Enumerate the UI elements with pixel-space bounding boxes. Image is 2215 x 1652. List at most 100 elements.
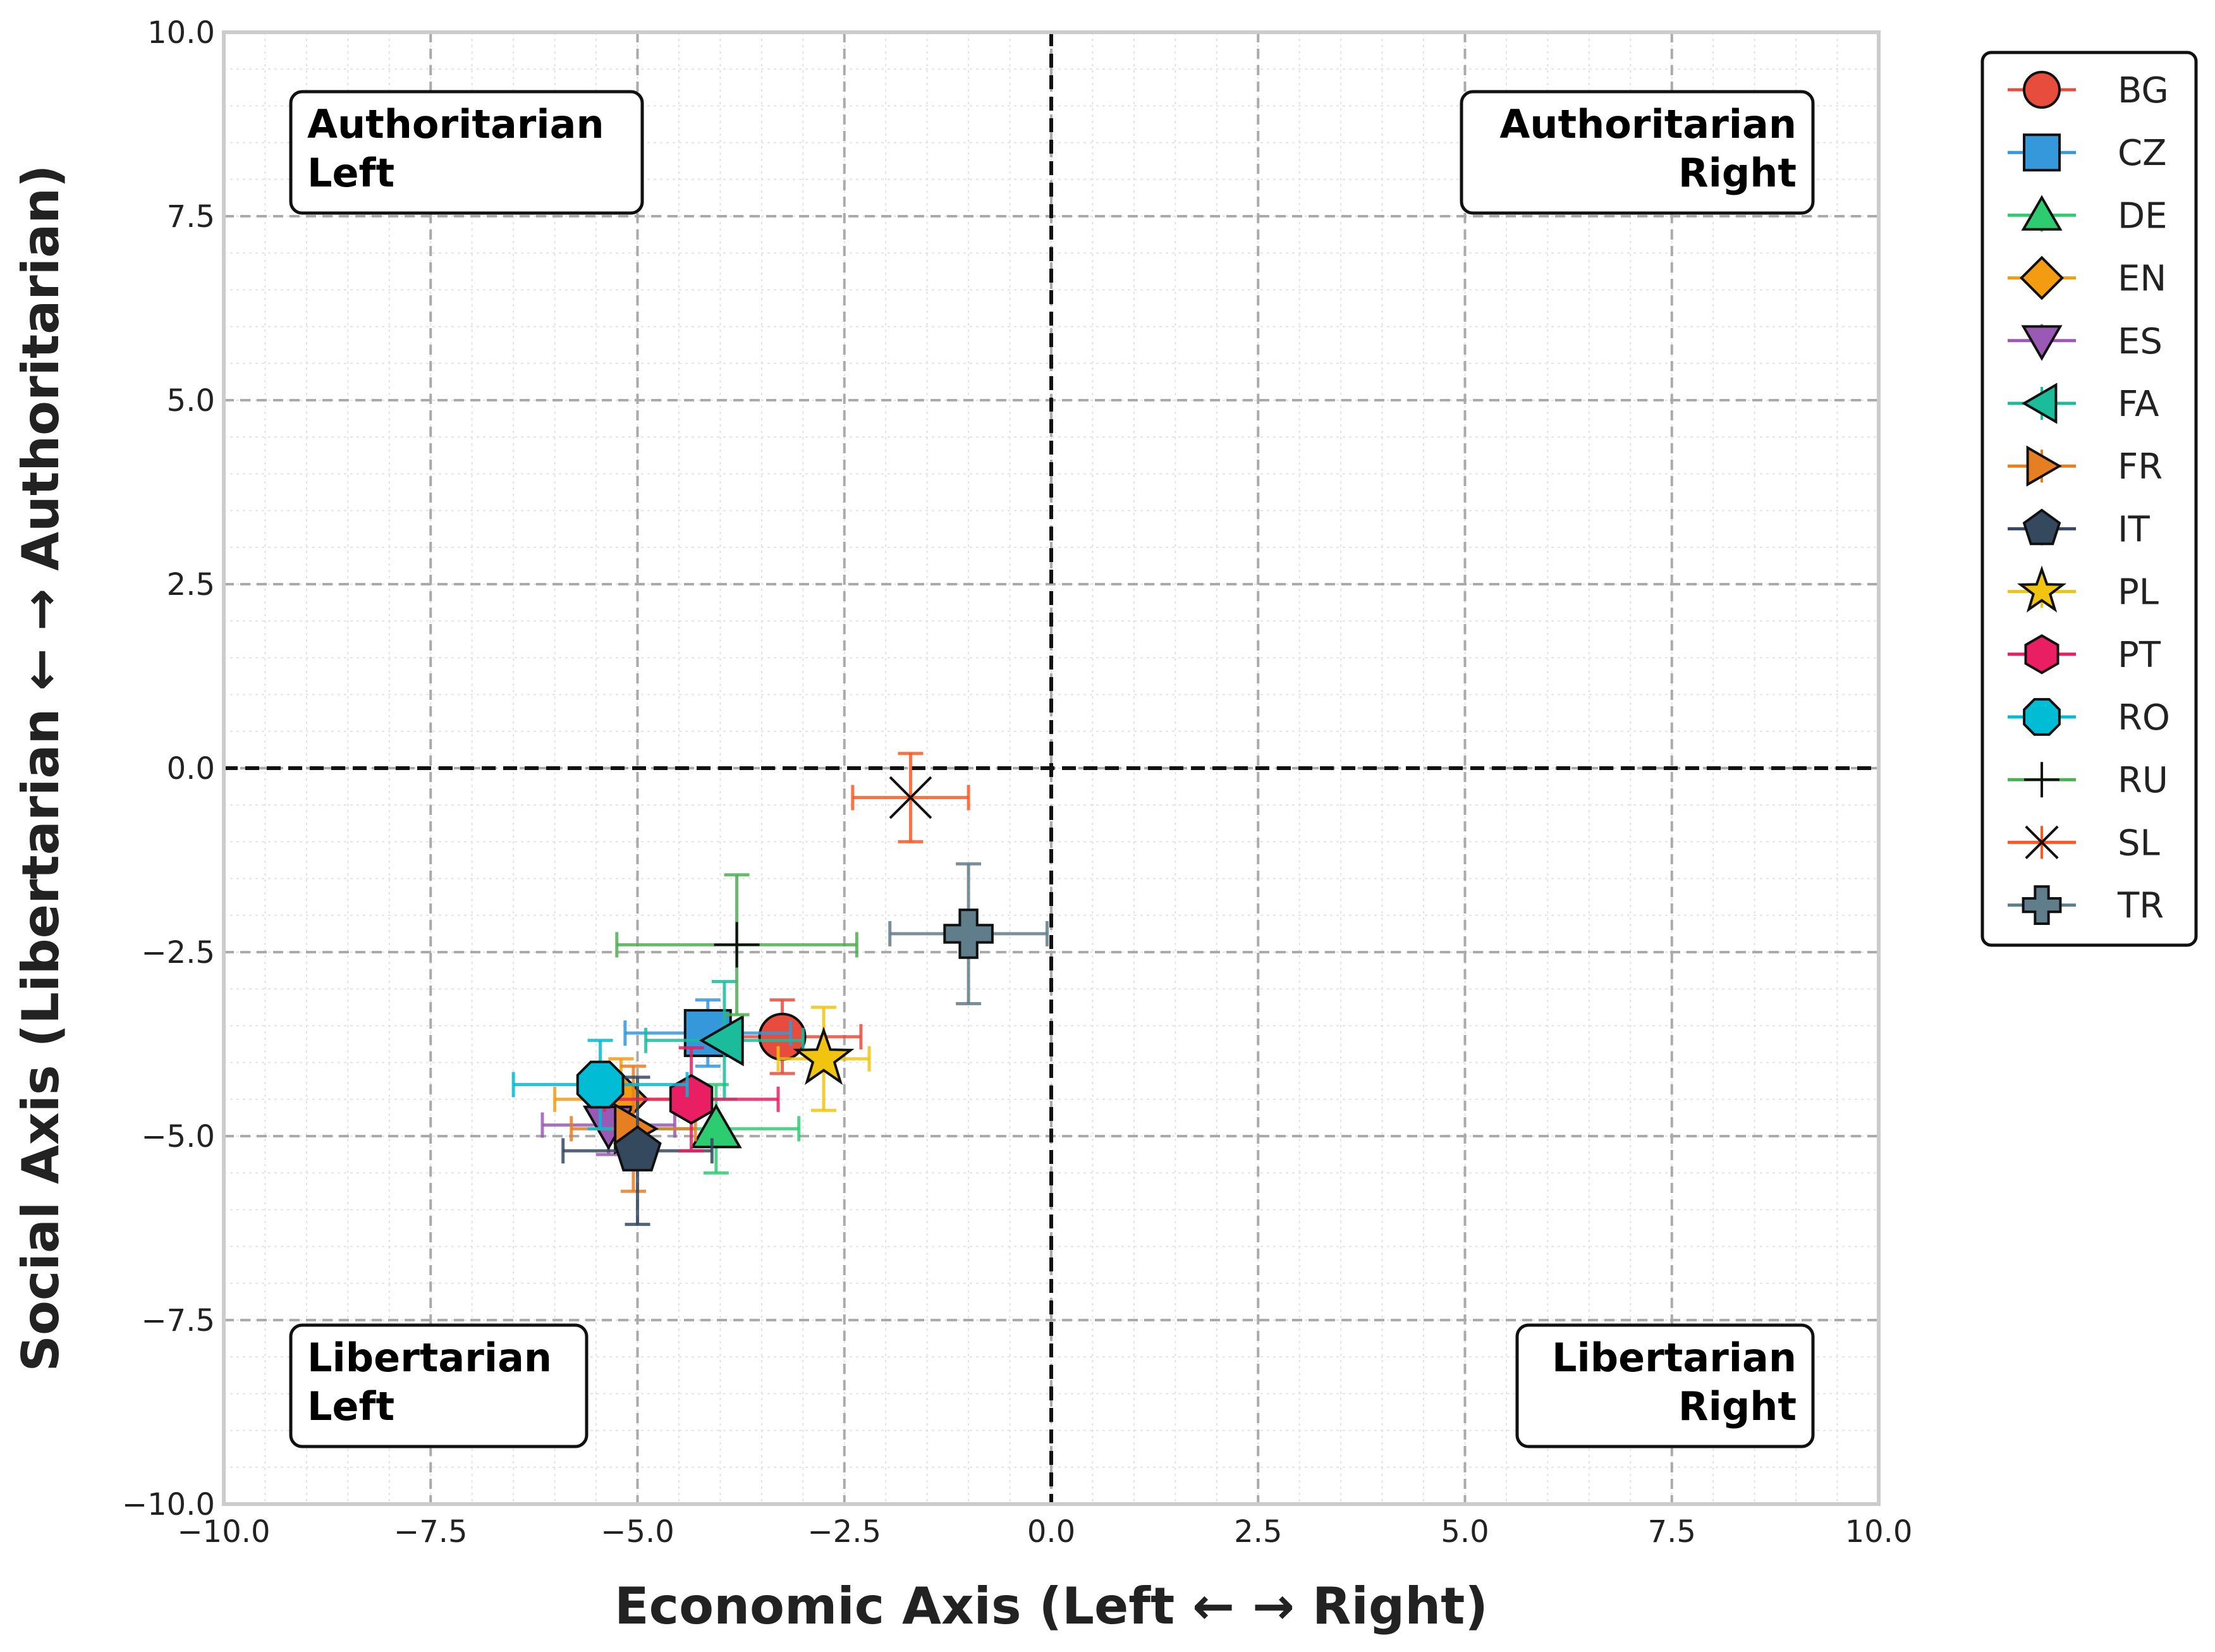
legend-marker <box>2022 382 2058 424</box>
legend-marker <box>2022 508 2061 546</box>
data-point-ru <box>714 922 760 968</box>
legend-marker <box>2024 762 2059 798</box>
legend-label: BG <box>2118 70 2169 111</box>
data-point-it <box>613 1125 662 1172</box>
y-tick-label: −5.0 <box>141 1119 215 1154</box>
y-axis-label: Social Axis (Libertarian ← → Authoritari… <box>11 164 70 1371</box>
legend-marker <box>2023 71 2061 109</box>
legend-marker <box>2021 195 2063 231</box>
legend-item-ru: RU <box>2008 760 2168 801</box>
quadrant-label-box <box>289 1323 589 1448</box>
legend-item-pl: PL <box>2008 565 2159 613</box>
legend-label: PT <box>2118 635 2161 676</box>
data-point-fa <box>699 1014 744 1067</box>
series-ru <box>615 873 858 1017</box>
legend-label: EN <box>2118 259 2166 300</box>
quadrant-label-line: Libertarian <box>307 1335 552 1381</box>
legend-item-fa: FA <box>2008 382 2159 425</box>
legend-label: SL <box>2118 823 2160 864</box>
data-point-tr <box>943 909 994 959</box>
x-tick-label: −7.5 <box>394 1514 468 1550</box>
quadrant-label-line: Authoritarian <box>307 101 604 147</box>
legend-label: RU <box>2118 760 2168 801</box>
x-tick-label: 0.0 <box>1027 1514 1075 1550</box>
x-tick-label: −2.5 <box>807 1514 881 1550</box>
legend-label: TR <box>2117 886 2164 927</box>
series-pl <box>776 1005 871 1112</box>
series-tr <box>888 862 1049 1005</box>
data-point-pt <box>669 1074 714 1125</box>
quadrant-label-line: Left <box>307 150 394 196</box>
y-tick-label: 5.0 <box>167 383 215 419</box>
y-tick-label: −10.0 <box>122 1487 215 1522</box>
legend-item-fr: FR <box>2008 445 2163 487</box>
series-ro <box>511 1039 689 1130</box>
y-tick-labels: −10.0 −7.5 −5.0 −2.5 0.0 2.5 5.0 7.5 10.0 <box>122 15 215 1522</box>
quadrant-label-line: Libertarian <box>1552 1335 1797 1381</box>
legend-item-bg: BG <box>2008 70 2169 111</box>
legend-item-sl: SL <box>2008 823 2160 864</box>
quadrant-labels: AuthoritarianLeftAuthoritarianRightLiber… <box>289 90 1815 1448</box>
x-tick-label: −10.0 <box>177 1514 270 1550</box>
quadrant-label-box <box>1460 90 1815 215</box>
x-axis-label: Economic Axis (Left ← → Right) <box>614 1577 1488 1636</box>
x-tick-label: 10.0 <box>1845 1514 1913 1550</box>
quadrant-label-line: Right <box>1678 1383 1797 1429</box>
legend-marker <box>2025 825 2059 860</box>
x-tick-label: 7.5 <box>1648 1514 1696 1550</box>
zero-lines <box>224 32 1879 1504</box>
plot-frame <box>222 30 1881 1506</box>
x-tick-labels: −10.0 −7.5 −5.0 −2.5 0.0 2.5 5.0 7.5 10.0 <box>177 1514 1912 1550</box>
legend-item-tr: TR <box>2008 885 2164 927</box>
y-tick-label: 2.5 <box>167 567 215 603</box>
y-tick-label: −7.5 <box>141 1303 215 1338</box>
y-tick-label: 0.0 <box>167 751 215 786</box>
legend-item-it: IT <box>2008 508 2151 550</box>
legend-marker <box>2019 255 2065 300</box>
data-point-sl <box>889 776 932 819</box>
y-tick-label: 7.5 <box>167 199 215 235</box>
legend-marker <box>2026 445 2062 487</box>
x-tick-label: 5.0 <box>1441 1514 1489 1550</box>
legend-marker <box>2024 634 2059 675</box>
legend-label: FR <box>2118 446 2163 487</box>
legend-marker <box>2023 133 2061 172</box>
quadrant-label-box <box>1515 1323 1815 1448</box>
series-bg <box>702 998 863 1075</box>
y-tick-label: −2.5 <box>141 935 215 970</box>
quadrant-label-line: Right <box>1678 150 1797 196</box>
legend-marker <box>2022 885 2062 925</box>
quadrant-label-line: Authoritarian <box>1499 101 1797 147</box>
legend-item-es: ES <box>2008 321 2163 362</box>
x-tick-label: −5.0 <box>601 1514 674 1550</box>
x-tick-label: 2.5 <box>1234 1514 1282 1550</box>
legend-item-cz: CZ <box>2008 133 2166 174</box>
data-series <box>511 752 1049 1227</box>
legend: BG CZ DE EN ES FA FR IT PL PT RO RU SL TR <box>1980 51 2198 947</box>
quadrant-label-line: Left <box>307 1383 394 1429</box>
legend-box <box>1980 51 2198 947</box>
data-point-pl <box>793 1026 855 1086</box>
legend-item-ro: RO <box>2008 697 2170 738</box>
legend-marker <box>2023 698 2061 736</box>
legend-marker <box>2017 565 2067 613</box>
legend-item-en: EN <box>2008 255 2166 300</box>
quadrant-label-box <box>289 90 644 215</box>
legend-marker <box>2021 325 2063 361</box>
legend-item-pt: PT <box>2008 634 2161 676</box>
legend-label: CZ <box>2118 133 2166 174</box>
legend-label: IT <box>2118 509 2151 550</box>
y-tick-label: 10.0 <box>147 15 215 51</box>
legend-label: RO <box>2118 697 2170 738</box>
legend-label: FA <box>2118 384 2159 425</box>
legend-label: PL <box>2118 572 2159 613</box>
series-sl <box>851 752 970 843</box>
legend-item-de: DE <box>2008 195 2168 236</box>
legend-label: DE <box>2118 195 2168 236</box>
legend-label: ES <box>2118 321 2163 362</box>
